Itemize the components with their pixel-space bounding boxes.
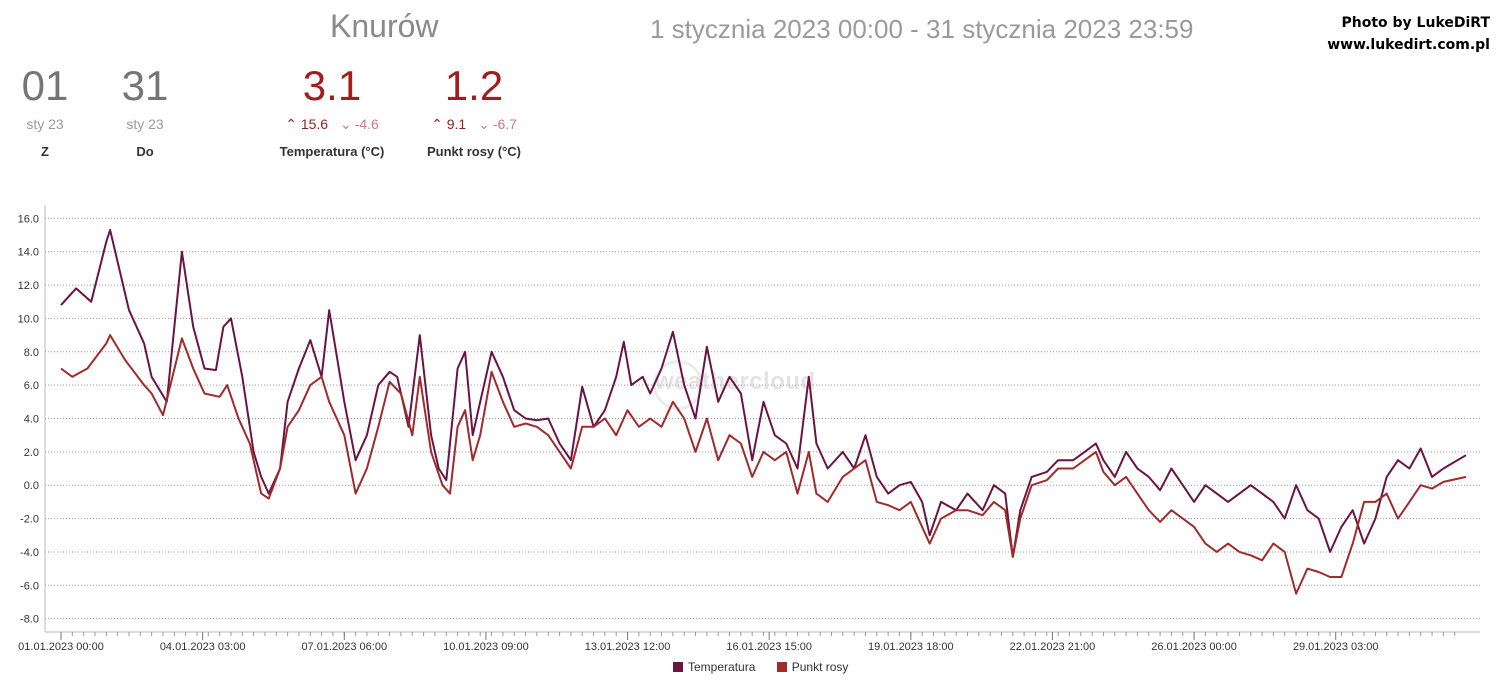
temperature-min: -4.6 (354, 116, 379, 132)
from-day: 01 (21, 62, 69, 109)
station-name: Knurów (330, 8, 439, 44)
temperature-max: 15.6 (300, 116, 329, 132)
x-tick-label: 10.01.2023 09:00 (443, 641, 529, 653)
y-tick-label: -6.0 (20, 580, 39, 592)
x-tick-label: 22.01.2023 21:00 (1010, 641, 1096, 653)
y-tick-label: 16.0 (18, 213, 39, 225)
x-tick-label: 04.01.2023 03:00 (160, 641, 246, 653)
y-tick-label: -4.0 (20, 547, 39, 559)
y-tick-label: 6.0 (24, 380, 39, 392)
dewpoint-label: Punkt rosy (°C) (426, 144, 522, 159)
legend-label-temperature: Temperatura (688, 660, 756, 674)
y-tick-label: 4.0 (24, 414, 39, 426)
to-month: sty 23 (126, 116, 164, 132)
credit-author: Photo by LukeDiRT (1341, 15, 1491, 31)
x-tick-label: 19.01.2023 18:00 (868, 641, 954, 653)
dewpoint-value: 1.2 (444, 62, 504, 109)
chevron-up-icon: ⌃ (431, 116, 443, 132)
chevron-up-icon: ⌃ (285, 116, 297, 132)
legend-swatch-temperature (673, 662, 683, 672)
y-tick-label: 10.0 (18, 313, 39, 325)
credit-url: www.lukedirt.com.pl (1327, 37, 1490, 53)
stat-from: 01 sty 23 Z (0, 62, 115, 159)
x-tick-label: 26.01.2023 00:00 (1151, 641, 1237, 653)
x-tick-label: 01.01.2023 00:00 (18, 641, 104, 653)
temperature-label: Temperatura (°C) (279, 144, 385, 159)
from-month: sty 23 (26, 116, 64, 132)
stat-to: 31 sty 23 Do (75, 62, 215, 159)
stat-dewpoint: 1.2 ⌃ 9.1 ⌄ -6.7 Punkt rosy (°C) (404, 62, 544, 159)
legend-item-dewpoint[interactable]: Punkt rosy (776, 660, 849, 674)
x-tick-label: 13.01.2023 12:00 (585, 641, 671, 653)
y-tick-label: 8.0 (24, 347, 39, 359)
chevron-down-icon: ⌄ (478, 116, 490, 132)
dewpoint-min: -6.7 (492, 116, 517, 132)
temperature-range: ⌃ 15.6 ⌄ -4.6 (262, 116, 402, 134)
to-day: 31 (121, 62, 169, 109)
y-tick-label: 2.0 (24, 447, 39, 459)
date-range: 1 stycznia 2023 00:00 - 31 stycznia 2023… (650, 14, 1194, 44)
y-tick-label: 0.0 (24, 480, 39, 492)
chart-legend: Temperatura Punkt rosy (673, 660, 866, 674)
series-line-dewpoint (60, 334, 1467, 595)
x-tick-label: 07.01.2023 06:00 (301, 641, 387, 653)
y-tick-label: -8.0 (20, 614, 39, 626)
y-tick-label: 14.0 (18, 247, 39, 259)
legend-label-dewpoint: Punkt rosy (791, 660, 849, 674)
legend-item-temperature[interactable]: Temperatura (673, 660, 755, 674)
photo-credit: Photo by LukeDiRT www.lukedirt.com.pl (1327, 12, 1490, 56)
dewpoint-range: ⌃ 9.1 ⌄ -6.7 (404, 116, 544, 134)
y-tick-label: 12.0 (18, 280, 39, 292)
series-line-temperature (60, 229, 1467, 558)
x-tick-label: 16.01.2023 15:00 (726, 641, 812, 653)
legend-swatch-dewpoint (776, 662, 787, 672)
dewpoint-max: 9.1 (446, 116, 467, 132)
to-label: Do (136, 144, 154, 159)
y-tick-label: -2.0 (20, 514, 39, 526)
temperature-value: 3.1 (302, 62, 362, 109)
stat-temperature: 3.1 ⌃ 15.6 ⌄ -4.6 Temperatura (°C) (262, 62, 402, 159)
chevron-down-icon: ⌄ (339, 116, 352, 132)
from-label: Z (41, 144, 49, 159)
x-tick-label: 29.01.2023 03:00 (1293, 641, 1379, 653)
